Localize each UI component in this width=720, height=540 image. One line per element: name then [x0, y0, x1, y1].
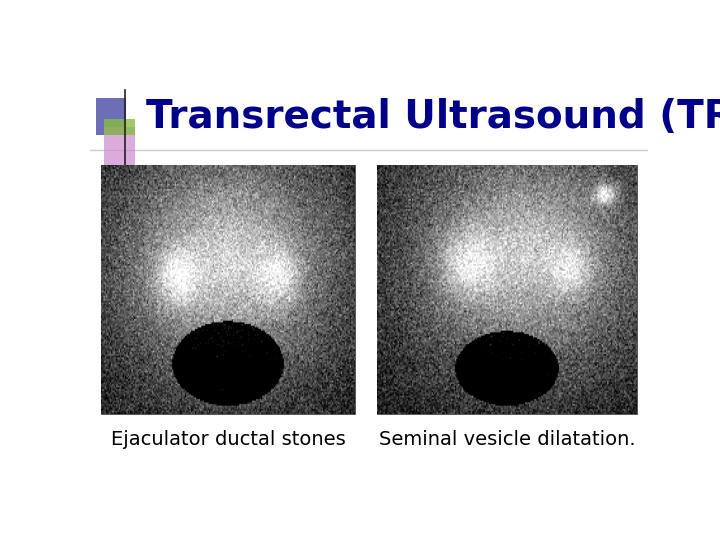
Bar: [101, 165, 355, 414]
Bar: [104, 119, 135, 136]
Text: Seminal vesicle dilatation.: Seminal vesicle dilatation.: [379, 429, 636, 449]
Bar: [96, 98, 126, 136]
Text: Transrectal Ultrasound (TRUS): Transrectal Ultrasound (TRUS): [145, 98, 720, 136]
Bar: [377, 165, 636, 414]
Text: Ejaculator ductal stones: Ejaculator ductal stones: [111, 429, 346, 449]
Bar: [104, 127, 135, 165]
